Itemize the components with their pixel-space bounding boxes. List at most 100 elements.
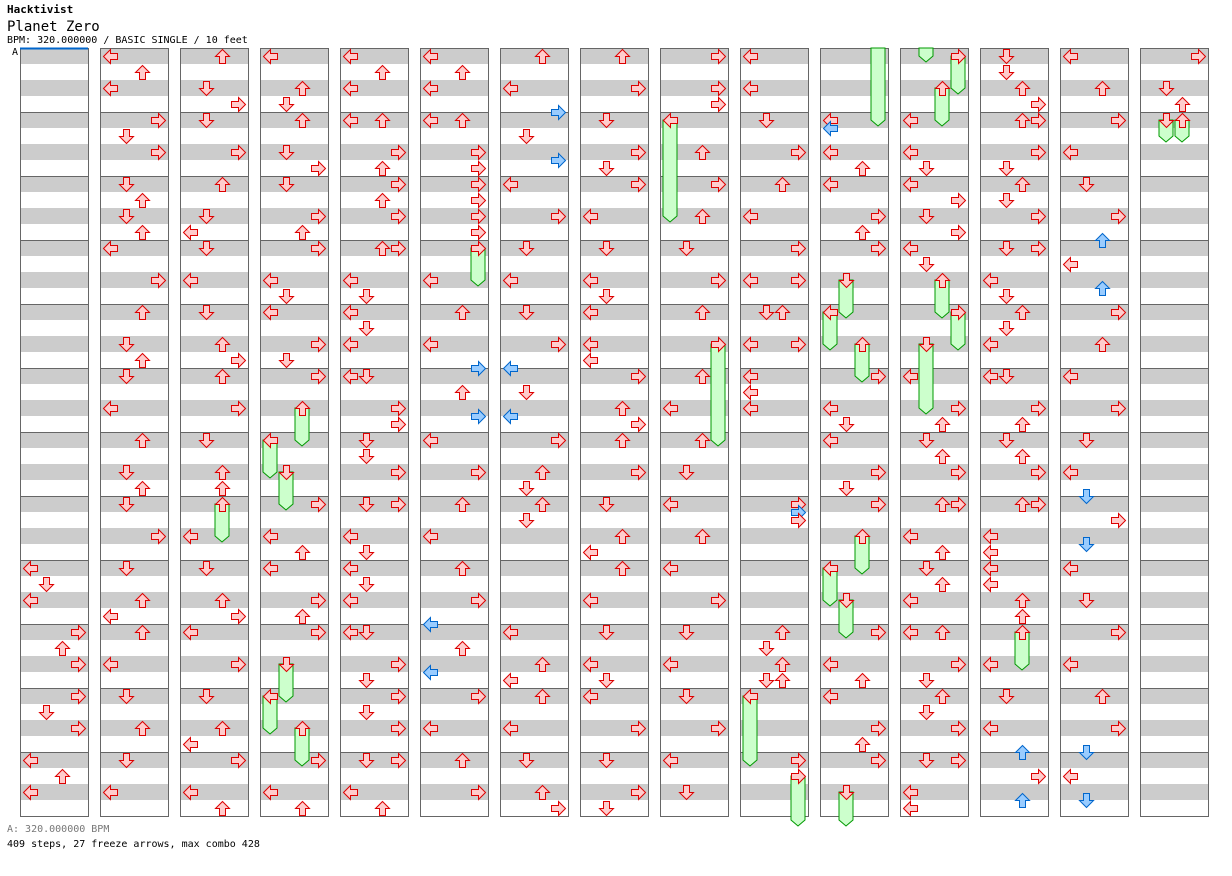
- arrow-up-icon: [1014, 744, 1031, 760]
- arrow-up-icon: [454, 384, 471, 400]
- beat-stripe: [500, 528, 568, 544]
- beat-stripe: [1140, 528, 1208, 544]
- arrow-up-icon: [934, 448, 951, 464]
- arrow-left-icon: [502, 624, 518, 641]
- arrow-down-icon: [118, 561, 135, 577]
- column-border: [900, 48, 969, 817]
- arrow-right-icon: [151, 144, 167, 161]
- arrow-down-icon: [358, 705, 375, 721]
- arrow-right-icon: [711, 592, 727, 609]
- beat-stripe: [100, 720, 168, 736]
- arrow-left-icon: [582, 272, 598, 289]
- arrow-up-icon: [1174, 112, 1191, 128]
- arrow-up-icon: [854, 672, 871, 688]
- arrow-down-icon: [678, 465, 695, 481]
- arrow-down-icon: [918, 209, 935, 225]
- arrow-left-icon: [982, 720, 998, 737]
- arrow-up-icon: [294, 720, 311, 736]
- arrow-down-icon: [598, 113, 615, 129]
- beat-stripe: [1060, 496, 1128, 512]
- beat-stripe: [580, 48, 648, 64]
- arrow-up-icon: [614, 560, 631, 576]
- arrow-up-icon: [1014, 304, 1031, 320]
- beat-stripe: [180, 720, 248, 736]
- arrow-down-icon: [198, 241, 215, 257]
- arrow-down-icon: [918, 705, 935, 721]
- arrow-down-icon: [278, 97, 295, 113]
- bpm-legend: A: 320.000000 BPM: [7, 824, 110, 835]
- arrow-left-icon: [182, 784, 198, 801]
- beat-stripe: [180, 464, 248, 480]
- arrow-left-icon: [262, 432, 278, 449]
- column-border: [820, 48, 889, 817]
- arrow-left-icon: [742, 368, 758, 385]
- arrow-down-icon: [918, 433, 935, 449]
- arrow-up-icon: [134, 720, 151, 736]
- beat-stripe: [500, 144, 568, 160]
- arrow-right-icon: [71, 624, 87, 641]
- arrow-right-icon: [471, 360, 487, 377]
- arrow-right-icon: [951, 192, 967, 209]
- arrow-right-icon: [1031, 400, 1047, 417]
- arrow-left-icon: [102, 784, 118, 801]
- arrow-down-icon: [998, 689, 1015, 705]
- beat-stripe: [1140, 592, 1208, 608]
- arrow-right-icon: [391, 176, 407, 193]
- song-title: Planet Zero: [7, 19, 100, 35]
- arrow-right-icon: [951, 48, 967, 65]
- arrow-right-icon: [231, 400, 247, 417]
- arrow-left-icon: [822, 176, 838, 193]
- beat-stripe: [1140, 784, 1208, 800]
- arrow-up-icon: [374, 800, 391, 816]
- arrow-left-icon: [182, 736, 198, 753]
- arrow-up-icon: [534, 464, 551, 480]
- beat-stripe: [740, 528, 808, 544]
- arrow-up-icon: [934, 688, 951, 704]
- chart-column: [20, 48, 89, 817]
- arrow-up-icon: [454, 752, 471, 768]
- arrow-down-icon: [518, 241, 535, 257]
- chart-column: [340, 48, 409, 817]
- beat-stripe: [980, 80, 1048, 96]
- arrow-left-icon: [342, 624, 358, 641]
- arrow-down-icon: [598, 753, 615, 769]
- arrow-up-icon: [694, 432, 711, 448]
- arrow-left-icon: [822, 560, 838, 577]
- arrow-right-icon: [231, 656, 247, 673]
- chart-column: [180, 48, 249, 817]
- beat-stripe: [180, 48, 248, 64]
- arrow-up-icon: [1014, 80, 1031, 96]
- beat-stripe: [740, 464, 808, 480]
- arrow-right-icon: [951, 752, 967, 769]
- beat-stripe: [1140, 464, 1208, 480]
- arrow-left-icon: [182, 224, 198, 241]
- arrow-down-icon: [358, 577, 375, 593]
- arrow-left-icon: [582, 544, 598, 561]
- arrow-right-icon: [1111, 624, 1127, 641]
- chart-column: [1060, 48, 1129, 817]
- arrow-down-icon: [598, 801, 615, 817]
- arrow-down-icon: [998, 321, 1015, 337]
- arrow-right-icon: [551, 800, 567, 817]
- arrow-down-icon: [598, 497, 615, 513]
- arrow-down-icon: [518, 513, 535, 529]
- arrow-right-icon: [951, 224, 967, 241]
- arrow-up-icon: [614, 528, 631, 544]
- arrow-left-icon: [22, 752, 38, 769]
- arrow-up-icon: [134, 480, 151, 496]
- arrow-up-icon: [934, 272, 951, 288]
- arrow-down-icon: [758, 673, 775, 689]
- arrow-left-icon: [102, 240, 118, 257]
- arrow-left-icon: [662, 656, 678, 673]
- beat-stripe: [1140, 208, 1208, 224]
- arrow-left-icon: [742, 48, 758, 65]
- arrow-up-icon: [454, 560, 471, 576]
- arrow-right-icon: [151, 528, 167, 545]
- beat-stripe: [1140, 272, 1208, 288]
- arrow-left-icon: [582, 656, 598, 673]
- arrow-down-icon: [358, 369, 375, 385]
- arrow-up-icon: [854, 160, 871, 176]
- arrow-down-icon: [198, 689, 215, 705]
- arrow-down-icon: [198, 561, 215, 577]
- beat-stripe: [1140, 400, 1208, 416]
